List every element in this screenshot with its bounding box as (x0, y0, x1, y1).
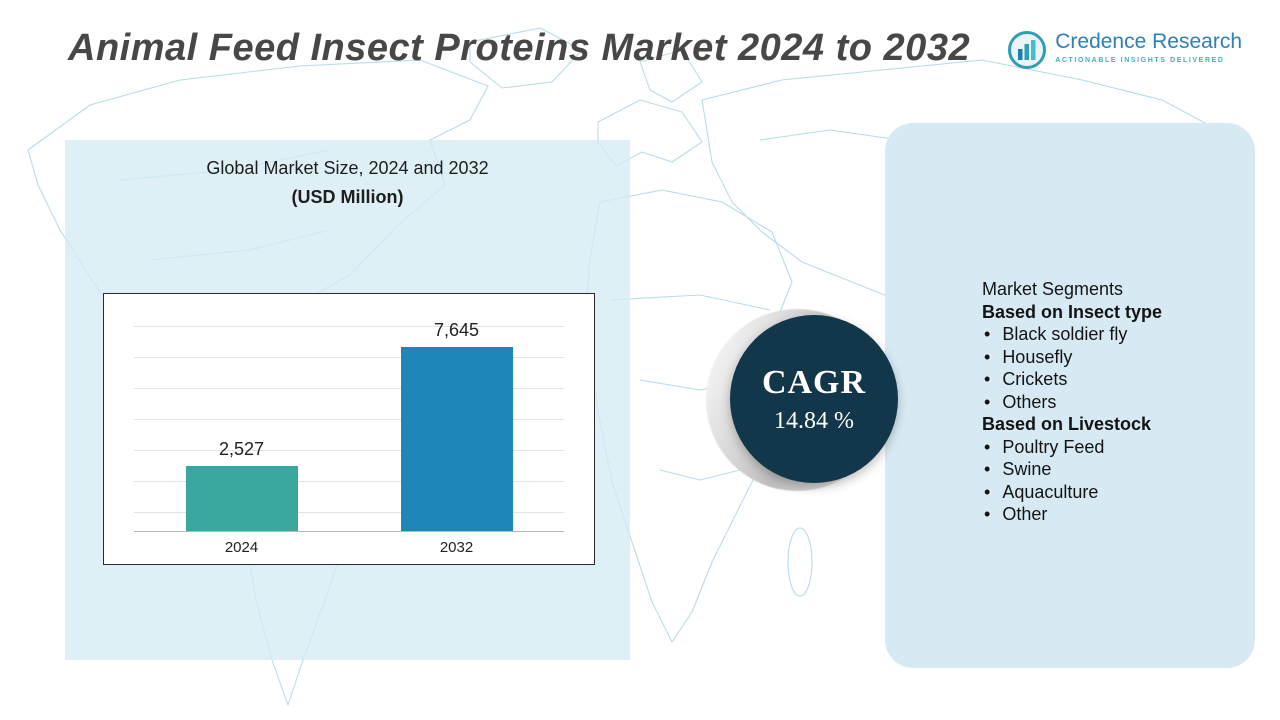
segments-heading: Market Segments (982, 279, 1124, 299)
chart-subtitle: (USD Million) (291, 187, 404, 207)
logo-name: Credence Research (1055, 30, 1242, 53)
bar-2032 (400, 347, 513, 531)
list-item: Swine (982, 458, 1252, 481)
list-item: Crickets (982, 368, 1252, 391)
chart-heading: Global Market Size, 2024 and 2032 (USD M… (65, 158, 630, 208)
logo-tagline: Actionable Insights Delivered (1055, 57, 1225, 64)
bar-2024 (185, 466, 298, 531)
insect-type-list: Black soldier fly Housefly Crickets Othe… (982, 323, 1252, 413)
list-item: Aquaculture (982, 481, 1252, 504)
bar-group-2032: 7,645 (400, 320, 513, 531)
credence-research-logo: Credence Research Actionable Insights De… (1007, 30, 1242, 75)
market-segments: Market Segments Based on Insect type Bla… (982, 278, 1252, 526)
livestock-list: Poultry Feed Swine Aquaculture Other (982, 436, 1252, 526)
chart-title: Global Market Size, 2024 and 2032 (206, 158, 489, 178)
segments-group-title-insect: Based on Insect type (982, 301, 1163, 322)
x-tick-2024: 2024 (224, 538, 259, 556)
bar-chart: 2,527 7,645 2024 2032 (103, 293, 595, 565)
bar-group-2024: 2,527 (185, 320, 298, 531)
cagr-value: 14.84 % (774, 407, 854, 434)
segments-group-title-livestock: Based on Livestock (982, 414, 1152, 434)
list-item: Others (982, 391, 1252, 414)
x-tick-2032: 2032 (439, 538, 474, 556)
list-item: Poultry Feed (982, 436, 1252, 459)
cagr-label: CAGR (761, 363, 867, 401)
x-axis: 2024 2032 (134, 532, 564, 562)
bar-value-label: 7,645 (433, 320, 480, 340)
list-item: Housefly (982, 346, 1252, 369)
page-title: Animal Feed Insect Proteins Market 2024 … (68, 27, 971, 69)
list-item: Other (982, 503, 1252, 526)
list-item: Black soldier fly (982, 323, 1252, 346)
bar-value-label: 2,527 (218, 439, 265, 460)
cagr-circle: CAGR 14.84 % (730, 315, 898, 483)
credence-logo-icon (1007, 30, 1047, 75)
plot-area: 2,527 7,645 (134, 320, 564, 532)
cagr-badge: CAGR 14.84 % (706, 305, 906, 505)
